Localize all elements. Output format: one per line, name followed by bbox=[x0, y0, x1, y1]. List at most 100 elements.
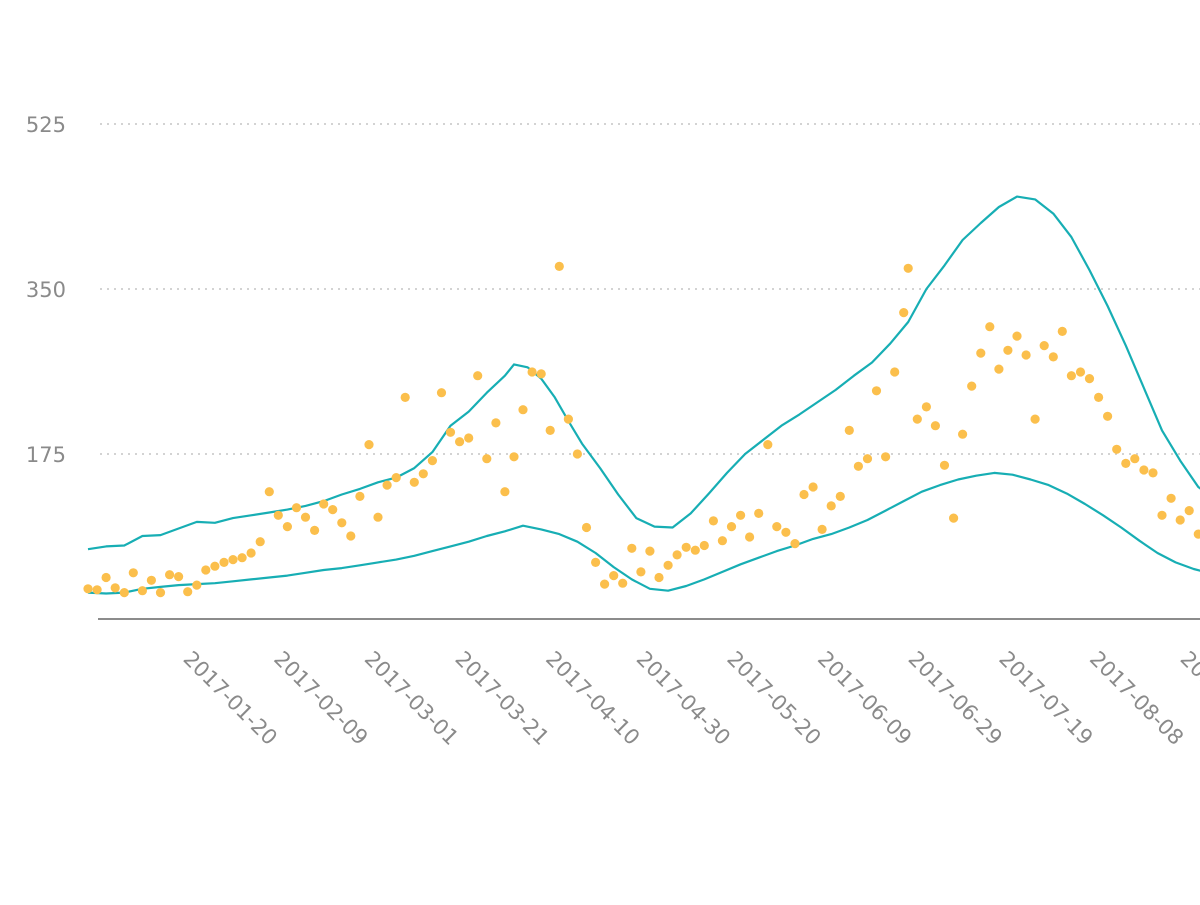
observation-point bbox=[291, 503, 302, 513]
observation-point bbox=[518, 405, 528, 415]
observation-point bbox=[808, 482, 818, 492]
observation-point bbox=[427, 456, 437, 466]
observation-point bbox=[509, 452, 519, 462]
observation-point bbox=[1193, 529, 1200, 539]
observation-point bbox=[310, 525, 320, 536]
observation-point bbox=[654, 572, 664, 583]
observation-point bbox=[1121, 458, 1131, 468]
observation-point bbox=[101, 572, 111, 583]
observation-point bbox=[527, 367, 537, 377]
x-tick-label: 2017-06-09 bbox=[813, 647, 916, 750]
observation-point bbox=[609, 571, 619, 581]
observation-point bbox=[921, 402, 932, 412]
observation-point bbox=[165, 570, 175, 580]
observation-point bbox=[1184, 506, 1194, 516]
observation-point bbox=[1030, 414, 1040, 424]
observation-point bbox=[600, 579, 610, 589]
observation-point bbox=[110, 583, 120, 593]
observation-point bbox=[763, 440, 773, 450]
observation-point bbox=[799, 489, 809, 500]
observation-point bbox=[1048, 352, 1058, 362]
observation-point bbox=[1112, 444, 1122, 454]
observation-point bbox=[754, 508, 764, 518]
y-tick-label: 175 bbox=[26, 443, 66, 467]
observation-point bbox=[912, 414, 922, 424]
x-tick-label: 2017-07-19 bbox=[994, 647, 1097, 750]
observation-point bbox=[237, 553, 247, 563]
x-tick-label: 2017-04-10 bbox=[541, 647, 644, 750]
observation-point bbox=[83, 584, 93, 594]
observation-point bbox=[545, 425, 555, 435]
observation-point bbox=[1157, 510, 1167, 520]
observation-point bbox=[708, 516, 719, 526]
observation-point bbox=[817, 524, 827, 535]
observation-point bbox=[1139, 465, 1149, 475]
observation-point bbox=[436, 388, 447, 398]
observation-point bbox=[264, 487, 274, 497]
observation-point bbox=[373, 512, 383, 522]
observation-point bbox=[1012, 331, 1022, 341]
observation-point bbox=[192, 580, 202, 590]
observation-point bbox=[482, 454, 492, 464]
y-tick-label: 525 bbox=[26, 113, 66, 137]
observation-point bbox=[1075, 367, 1086, 377]
observation-point bbox=[364, 440, 374, 450]
observation-point bbox=[400, 392, 410, 402]
observation-point bbox=[282, 522, 292, 532]
x-tick-label: 2017-01-20 bbox=[179, 647, 282, 750]
observation-point bbox=[976, 348, 986, 358]
observation-point bbox=[346, 531, 356, 541]
observation-point bbox=[473, 371, 483, 381]
observation-point bbox=[1039, 341, 1049, 351]
observation-point bbox=[939, 460, 950, 470]
observation-point bbox=[246, 548, 256, 558]
observation-point bbox=[1021, 350, 1031, 360]
y-axis-ticks: 175 350 525 bbox=[26, 113, 66, 467]
observation-point bbox=[591, 557, 601, 568]
observation-point bbox=[930, 421, 941, 431]
observation-point bbox=[745, 532, 755, 542]
observation-point bbox=[491, 418, 501, 428]
observation-point bbox=[645, 546, 655, 556]
observation-point bbox=[1094, 392, 1104, 402]
observation-point bbox=[994, 364, 1004, 374]
scatter-layer bbox=[83, 261, 1200, 598]
observation-point bbox=[663, 560, 673, 570]
observation-point bbox=[273, 510, 283, 520]
grid-layer bbox=[100, 123, 1200, 455]
observation-point bbox=[871, 386, 882, 396]
observation-point bbox=[228, 555, 238, 565]
observation-point bbox=[174, 572, 184, 582]
observation-point bbox=[201, 565, 211, 575]
observation-point bbox=[155, 588, 166, 598]
observation-point bbox=[418, 469, 428, 479]
observation-point bbox=[717, 536, 728, 546]
observation-point bbox=[536, 369, 546, 379]
observation-point bbox=[949, 513, 959, 523]
observation-point bbox=[681, 542, 691, 552]
observation-point bbox=[853, 461, 864, 471]
x-tick-label: 2017-03-21 bbox=[450, 647, 553, 750]
x-tick-label: 2017-06-29 bbox=[904, 647, 1007, 750]
x-axis-ticks: 2017-01-202017-02-092017-03-012017-03-21… bbox=[179, 647, 1200, 750]
observation-point bbox=[1130, 454, 1140, 464]
observation-point bbox=[119, 588, 129, 598]
x-tick-label: 2017-05-20 bbox=[722, 647, 825, 750]
band-layer bbox=[87, 195, 1200, 595]
x-tick-label: 2017-04-30 bbox=[632, 647, 735, 750]
observation-point bbox=[899, 308, 909, 318]
observation-point bbox=[300, 512, 311, 522]
observation-point bbox=[1166, 493, 1176, 503]
observation-point bbox=[736, 510, 746, 520]
observation-point bbox=[690, 545, 700, 555]
observation-point bbox=[636, 567, 646, 577]
observation-point bbox=[137, 586, 147, 596]
observation-point bbox=[781, 527, 791, 537]
observation-point bbox=[1084, 374, 1095, 384]
observation-point bbox=[699, 540, 709, 551]
observation-point bbox=[500, 487, 510, 497]
observation-point bbox=[563, 414, 574, 424]
x-tick-label: 2017-03-01 bbox=[360, 647, 463, 750]
observation-point bbox=[581, 522, 592, 533]
